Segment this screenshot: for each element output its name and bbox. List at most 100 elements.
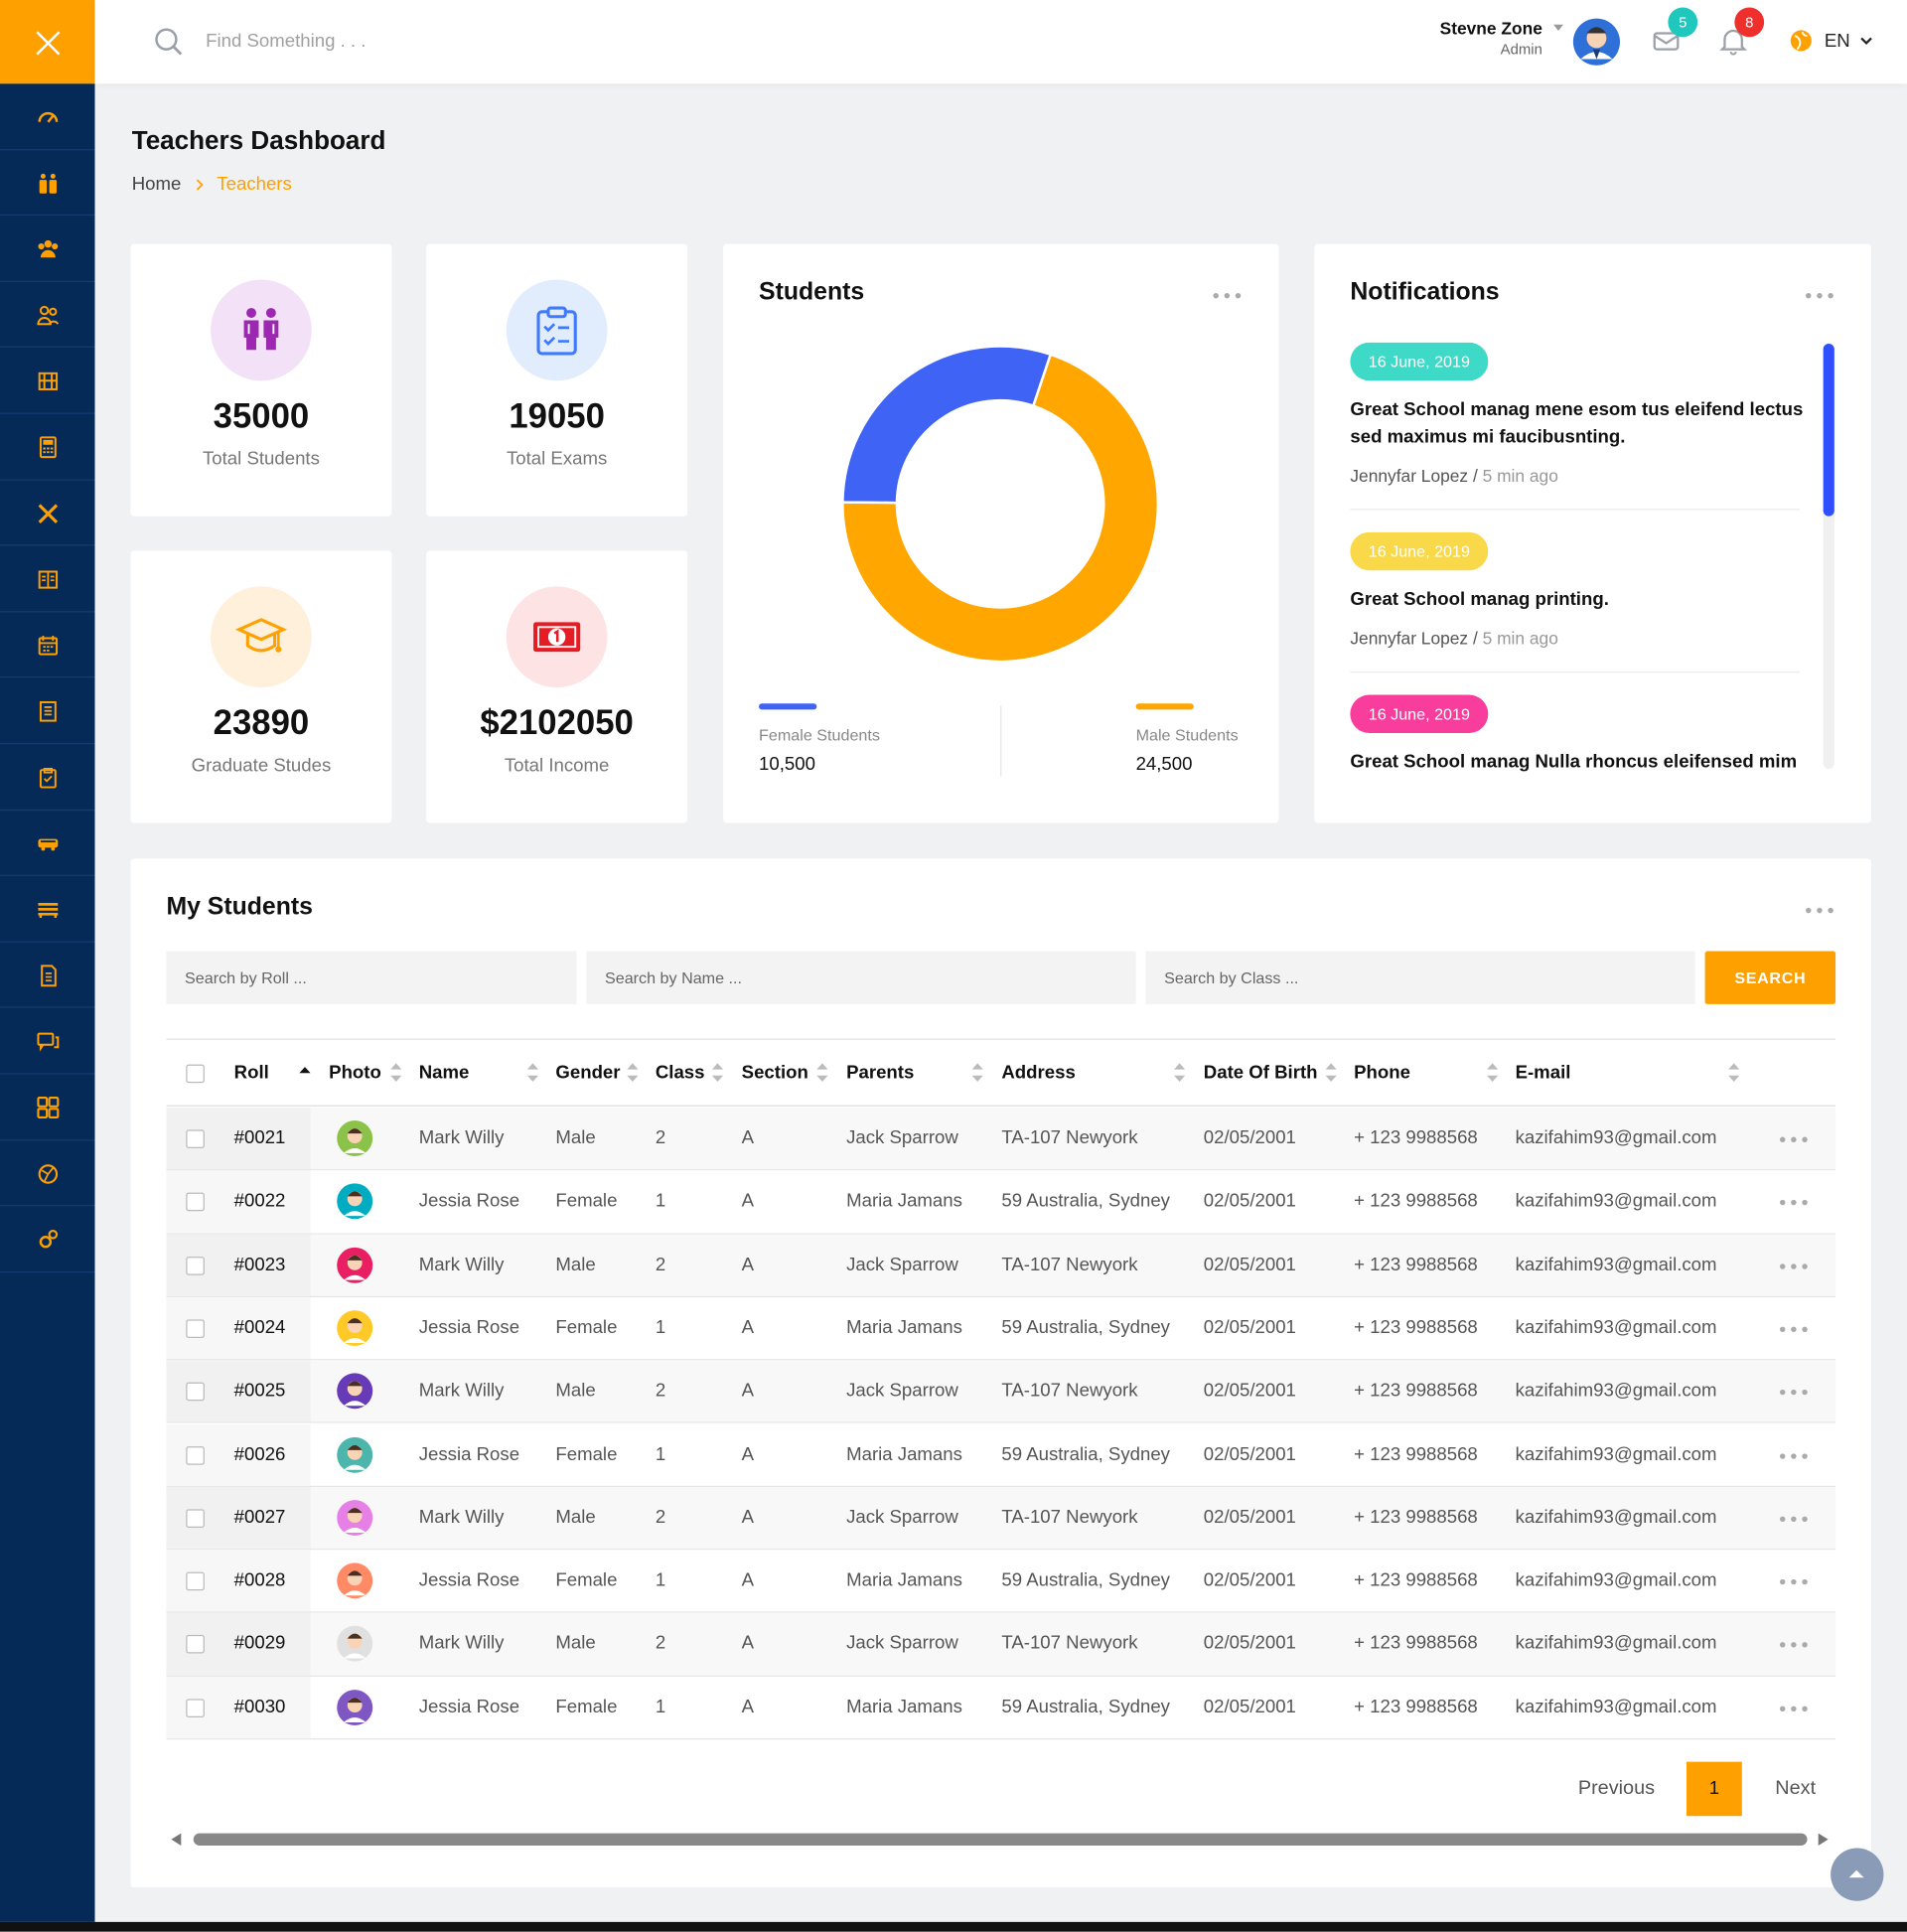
row-checkbox[interactable] (186, 1382, 205, 1402)
language-caret[interactable] (1860, 37, 1872, 46)
row-checkbox[interactable] (186, 1064, 205, 1084)
nav-item[interactable] (0, 678, 95, 745)
more-menu[interactable] (1779, 1199, 1809, 1206)
table-row[interactable]: #0021 Mark Willy Male 2 A Jack Sparrow TA-107 … (166, 1108, 1836, 1171)
search-field[interactable]: Search by Name ... (586, 951, 1136, 1004)
scroll-left[interactable] (171, 1833, 182, 1848)
sort-indicator[interactable] (971, 1063, 983, 1082)
sort-indicator[interactable] (1487, 1063, 1499, 1082)
table-row[interactable]: #0025 Mark Willy Male 2 A Jack Sparrow TA-107 … (166, 1360, 1836, 1424)
table-row[interactable]: #0024 Jessia Rose Female 1 A Maria Jamans 59 A… (166, 1296, 1836, 1361)
pagination-current[interactable]: 1 (1686, 1761, 1742, 1817)
table-row[interactable]: #0026 Jessia Rose Female 1 A Maria Jamans 59 A… (166, 1423, 1836, 1487)
sort-indicator[interactable] (1728, 1063, 1740, 1082)
search-field[interactable]: Search by Roll ... (166, 951, 577, 1004)
scroll-top-button[interactable] (1831, 1848, 1884, 1901)
breadcrumb-home[interactable]: Home (131, 173, 182, 195)
table-row[interactable]: #0023 Mark Willy Male 2 A Jack Sparrow TA-107 … (166, 1234, 1836, 1297)
nav-item[interactable] (0, 876, 95, 943)
search-field[interactable]: Search by Class ... (1145, 951, 1695, 1004)
column-header[interactable]: Phone (1354, 1062, 1410, 1084)
table-row[interactable]: #0027 Mark Willy Male 2 A Jack Sparrow TA-107 … (166, 1486, 1836, 1551)
nav-item[interactable] (0, 1008, 95, 1075)
nav-item[interactable] (0, 282, 95, 349)
nav-item[interactable] (0, 83, 95, 150)
row-checkbox[interactable] (186, 1571, 205, 1591)
nav-item[interactable] (0, 1075, 95, 1141)
messages-icon[interactable] (1653, 29, 1680, 51)
row-checkbox[interactable] (186, 1698, 205, 1717)
nav-item[interactable] (0, 612, 95, 678)
table-row[interactable]: #0029 Mark Willy Male 2 A Jack Sparrow TA-107 … (166, 1613, 1836, 1677)
column-header[interactable]: Gender (555, 1062, 621, 1084)
column-header[interactable]: Name (418, 1062, 470, 1084)
nav-item[interactable] (0, 744, 95, 811)
more-menu[interactable] (1779, 1642, 1809, 1649)
more-menu[interactable] (1779, 1325, 1809, 1332)
pagination-previous[interactable]: Previous (1577, 1777, 1656, 1799)
table-row[interactable]: #0022 Jessia Rose Female 1 A Maria Jamans 59 A… (166, 1170, 1836, 1235)
user-avatar[interactable] (1572, 17, 1622, 67)
row-checkbox[interactable] (186, 1445, 205, 1465)
sort-indicator[interactable] (390, 1063, 402, 1082)
language-icon[interactable] (1790, 30, 1812, 52)
nav-item[interactable] (0, 150, 95, 217)
table-cell: Jack Sparrow (846, 1506, 958, 1528)
row-checkbox[interactable] (186, 1509, 205, 1528)
more-menu[interactable] (1779, 1705, 1809, 1711)
pagination-next[interactable]: Next (1775, 1777, 1817, 1799)
menu-toggle[interactable] (0, 0, 95, 84)
notifications-icon[interactable] (1719, 27, 1747, 56)
more-menu[interactable] (1212, 292, 1242, 299)
more-menu[interactable] (1779, 1515, 1809, 1522)
sort-indicator[interactable] (711, 1063, 724, 1082)
column-header[interactable]: Photo (329, 1062, 381, 1084)
row-checkbox[interactable] (186, 1319, 205, 1338)
user-name[interactable]: Stevne Zone (1439, 18, 1542, 39)
sort-indicator[interactable] (526, 1063, 539, 1082)
scroll-right[interactable] (1818, 1833, 1830, 1848)
nav-item[interactable] (0, 348, 95, 414)
more-menu[interactable] (1779, 1578, 1809, 1585)
table-cell: kazifahim93@gmail.com (1515, 1569, 1717, 1591)
nav-item[interactable] (0, 943, 95, 1009)
sort-indicator[interactable] (627, 1063, 639, 1082)
dropdown-caret[interactable] (1553, 24, 1565, 32)
more-menu[interactable] (1779, 1263, 1809, 1269)
column-header[interactable]: Parents (846, 1062, 915, 1084)
nav-item[interactable] (0, 1140, 95, 1207)
sort-indicator[interactable] (1325, 1063, 1337, 1082)
column-header[interactable]: E-mail (1515, 1062, 1571, 1084)
more-menu[interactable] (1805, 292, 1834, 299)
sort-indicator[interactable] (1174, 1063, 1186, 1082)
more-menu[interactable] (1779, 1136, 1809, 1143)
more-menu[interactable] (1779, 1389, 1809, 1396)
table-row[interactable]: #0030 Jessia Rose Female 1 A Maria Jamans 59 A… (166, 1676, 1836, 1740)
table-row[interactable]: #0028 Jessia Rose Female 1 A Maria Jamans 59 A… (166, 1550, 1836, 1614)
row-checkbox[interactable] (186, 1129, 205, 1148)
more-menu[interactable] (1805, 907, 1834, 914)
search-input[interactable]: Find Something . . . (206, 31, 367, 53)
column-header[interactable]: Class (655, 1062, 705, 1084)
nav-item[interactable] (0, 1206, 95, 1272)
scroll-thumb[interactable] (1823, 344, 1834, 517)
column-header[interactable]: Section (741, 1062, 808, 1084)
language[interactable]: EN (1824, 31, 1850, 53)
scroll-thumb[interactable] (193, 1833, 1808, 1846)
nav-item[interactable] (0, 216, 95, 282)
search-button[interactable]: SEARCH (1704, 951, 1836, 1004)
row-checkbox[interactable] (186, 1635, 205, 1654)
more-menu[interactable] (1779, 1452, 1809, 1459)
nav-item[interactable] (0, 811, 95, 877)
nav-item[interactable] (0, 480, 95, 546)
column-header[interactable]: Roll (233, 1062, 269, 1084)
column-header[interactable]: Address (1001, 1062, 1076, 1084)
row-checkbox[interactable] (186, 1256, 205, 1275)
sort-indicator[interactable] (816, 1063, 828, 1082)
column-header[interactable]: Date Of Birth (1203, 1062, 1318, 1084)
nav-item[interactable] (0, 546, 95, 613)
sort-indicator[interactable] (299, 1067, 311, 1074)
nav-item[interactable] (0, 414, 95, 481)
table-cell: Jessia Rose (418, 1696, 520, 1717)
row-checkbox[interactable] (186, 1192, 205, 1212)
